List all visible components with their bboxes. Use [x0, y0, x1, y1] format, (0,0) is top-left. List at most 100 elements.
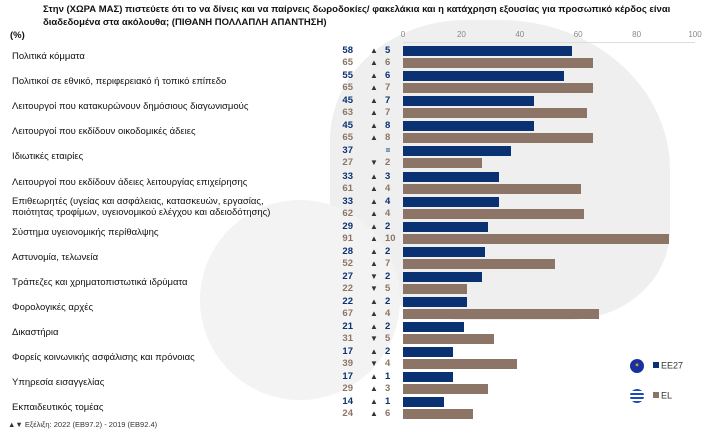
- el-change-label: 7: [385, 82, 391, 94]
- up-arrow-icon: ▲: [370, 347, 378, 357]
- up-arrow-icon: ▲: [370, 108, 378, 118]
- el-bar: [403, 158, 482, 169]
- legend-ee27: ✶ EE27: [630, 359, 683, 373]
- el-bar: [403, 108, 587, 119]
- el-bar: [403, 258, 555, 269]
- legend-el-label: EL: [661, 390, 673, 401]
- el-value-label: 29: [342, 383, 353, 395]
- category-label: Πολιτικά κόμματα: [12, 51, 85, 62]
- ee27-change-label: 2: [385, 296, 391, 307]
- up-arrow-icon: ▲: [370, 121, 378, 131]
- up-arrow-icon: ▲: [370, 372, 378, 382]
- category-label: Δικαστήρια: [12, 327, 59, 339]
- equal-icon: =: [385, 146, 391, 156]
- ee27-value-label: 17: [342, 346, 353, 358]
- x-tick-label: 100: [688, 30, 702, 39]
- x-tick-label: 40: [515, 30, 525, 39]
- ee27-change-label: 1: [385, 371, 391, 383]
- up-arrow-icon: ▲: [370, 397, 378, 407]
- el-change-label: 3: [385, 383, 391, 395]
- el-value-label: 52: [342, 257, 353, 269]
- category-label: Λειτουργοί που κατακυρώνουν δημόσιους δι…: [12, 101, 249, 113]
- el-value-label: 91: [342, 232, 353, 244]
- category-label: Πολιτικοί σε εθνικό, περιφερειακό ή τοπι…: [12, 76, 227, 88]
- ee27-change-label: 2: [385, 245, 391, 257]
- category-label: Επιθεωρητές (υγείας και ασφάλειας, κατασ…: [12, 195, 271, 218]
- x-tick-label: 0: [400, 30, 406, 39]
- ee27-bar: [403, 196, 500, 207]
- el-change-label: 5: [385, 282, 391, 294]
- ee27-bar: [403, 171, 500, 182]
- legend-ee27-label: EE27: [661, 360, 684, 371]
- category-label: Σύστημα υγειονομικής περίθαλψης: [12, 226, 159, 238]
- up-arrow-icon: ▲: [370, 409, 378, 419]
- footnote: ▲▼ Εξέλιξη: 2022 (EB97.2) - 2019 (EB92.4…: [8, 420, 158, 429]
- x-tick-label: 80: [632, 30, 642, 39]
- el-bar: [403, 183, 582, 194]
- category-label: Αστυνομία, τελωνεία: [12, 251, 99, 263]
- up-arrow-icon: ▲: [370, 309, 378, 318]
- el-value-label: 67: [342, 308, 353, 319]
- el-bar: [403, 384, 488, 395]
- el-change-label: 6: [385, 57, 391, 68]
- up-arrow-icon: ▲: [370, 83, 378, 93]
- title-text: Στην (ΧΩΡΑ ΜΑΣ) πιστεύετε ότι το να δίνε…: [43, 4, 671, 28]
- el-change-label: 7: [385, 107, 391, 119]
- ee27-value-label: 17: [342, 371, 353, 383]
- el-bar: [403, 233, 669, 244]
- el-swatch: [652, 392, 659, 399]
- up-arrow-icon: ▲: [370, 133, 378, 143]
- ee27-value-label: 29: [342, 220, 353, 232]
- category-label: Λειτουργοί που εκδίδουν άδειες λειτουργί…: [12, 176, 248, 188]
- el-bar: [403, 334, 494, 345]
- ee27-value-label: 28: [342, 245, 353, 257]
- el-value-label: 31: [342, 333, 353, 345]
- ee27-bar: [403, 297, 468, 307]
- up-arrow-icon: ▲: [370, 71, 378, 81]
- up-arrow-icon: ▲: [370, 246, 378, 256]
- ee27-value-label: 33: [342, 195, 353, 207]
- el-value-label: 39: [342, 358, 353, 370]
- ee27-bar: [403, 96, 535, 107]
- up-arrow-icon: ▲: [370, 384, 378, 394]
- ee27-value-label: 58: [342, 45, 353, 56]
- ee27-change-label: 5: [385, 45, 391, 56]
- el-bar: [403, 83, 593, 94]
- ee27-value-label: 14: [342, 396, 353, 408]
- el-value-label: 62: [342, 207, 353, 219]
- down-arrow-icon: ▼: [370, 158, 378, 168]
- down-arrow-icon: ▼: [370, 271, 378, 281]
- ee27-change-label: 3: [385, 170, 391, 182]
- el-bar: [403, 409, 474, 420]
- unit-label: (%): [10, 30, 25, 41]
- ee27-swatch: [652, 362, 659, 369]
- ee27-bar: [403, 347, 453, 358]
- ee27-change-label: 6: [385, 70, 391, 82]
- ee27-bar: [403, 246, 485, 257]
- ee27-change-label: 2: [385, 321, 391, 333]
- up-arrow-icon: ▲: [370, 171, 378, 181]
- el-value-label: 61: [342, 182, 353, 194]
- el-value-label: 24: [342, 408, 353, 420]
- el-change-label: 4: [385, 358, 391, 370]
- el-value-label: 65: [342, 57, 353, 68]
- ee27-value-label: 22: [342, 296, 353, 307]
- ee27-bar: [403, 146, 512, 157]
- ee27-value-label: 27: [342, 270, 353, 282]
- category-label: Εκπαιδευτικός τομέας: [12, 402, 104, 414]
- up-arrow-icon: ▲: [370, 196, 378, 206]
- down-arrow-icon: ▼: [370, 359, 378, 369]
- up-arrow-icon: ▲: [370, 58, 378, 67]
- ee27-value-label: 45: [342, 120, 353, 132]
- up-arrow-icon: ▲: [370, 96, 378, 106]
- el-value-label: 27: [342, 157, 353, 169]
- x-tick-label: 20: [456, 30, 466, 39]
- category-label: Λειτουργοί που εκδίδουν οικοδομικές άδει…: [12, 126, 196, 138]
- category-label: Ιδιωτικές εταιρίες: [12, 151, 84, 163]
- chart-title: Στην (ΧΩΡΑ ΜΑΣ) πιστεύετε ότι το να δίνε…: [10, 3, 715, 42]
- el-change-label: 7: [385, 257, 391, 269]
- up-arrow-icon: ▲: [370, 258, 378, 268]
- ee27-bar: [403, 372, 453, 383]
- ee27-bar: [403, 271, 482, 282]
